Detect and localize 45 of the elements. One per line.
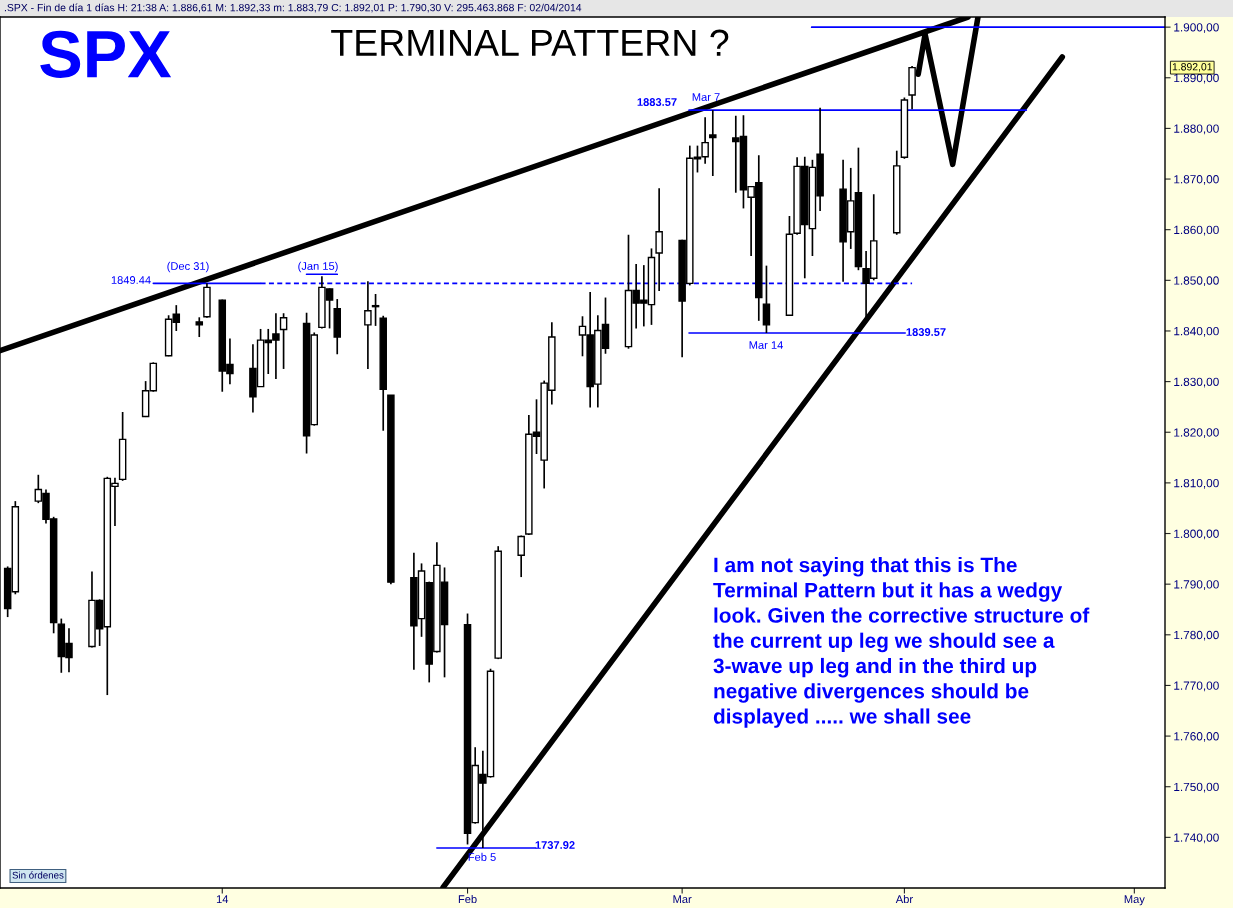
text: 1.892,01 xyxy=(1172,63,1213,72)
annotation: I am not saying that this is The Terminal Pattern but it has a wedgy look. Given the corrective structure of the current up leg we should see a 3-wave up leg and in the third up negative divergences should be displayed ..... we shall see xyxy=(713,557,1090,728)
annotation: Sin órdenes xyxy=(12,871,64,879)
candlestick xyxy=(364,280,372,370)
y-tick-label: 1.820,00 xyxy=(1174,428,1219,439)
y-tick-label: 1.790,00 xyxy=(1174,580,1219,590)
annotation: Mar 7 xyxy=(692,93,720,101)
y-tick-label: 1.780,00 xyxy=(1174,630,1219,641)
annotation: Feb 5 xyxy=(468,852,496,861)
x-tick-label: 14 xyxy=(216,895,229,903)
y-tick-label: 1.890,00 xyxy=(1174,73,1219,84)
y-tick-label: 1.850,00 xyxy=(1174,276,1219,287)
annotation: Mar 14 xyxy=(749,341,783,349)
annotation: 1883.57 xyxy=(637,98,677,106)
annotation: (Jan 15) xyxy=(298,261,338,273)
chart-title: SPX xyxy=(40,30,172,78)
candlestick xyxy=(701,116,709,165)
y-tick-label: 1.830,00 xyxy=(1174,377,1219,388)
y-tick-label: 1.880,00 xyxy=(1174,124,1219,135)
y-tick-label: 1.750,00 xyxy=(1174,782,1219,793)
annotation: 1839.57 xyxy=(906,328,946,336)
y-tick-label: 1.770,00 xyxy=(1174,681,1219,692)
candlestick xyxy=(279,312,288,370)
annotation: 1737.92 xyxy=(535,841,575,849)
y-tick-label: 1.810,00 xyxy=(1174,478,1219,489)
candlestick xyxy=(709,109,717,177)
y-tick-label: 1.760,00 xyxy=(1174,732,1219,742)
y-tick-label: 1.900,00 xyxy=(1174,23,1219,33)
candlestick xyxy=(195,316,204,338)
candlestick xyxy=(655,187,663,292)
annotation: (Dec 31) xyxy=(167,261,209,273)
x-tick-label: Abr xyxy=(895,894,913,904)
candlestick xyxy=(517,534,525,578)
x-tick-label: May xyxy=(1124,895,1145,906)
x-tick-label: Mar xyxy=(673,895,692,904)
y-tick-label: 1.870,00 xyxy=(1174,175,1219,185)
y-tick-label: 1.800,00 xyxy=(1174,529,1219,540)
text: .SPX - Fin de día 1 días H: 21:38 A: 1.886,61 M: 1.892,33 m: 1.883,79 C: 1.892,01 P: 1.790,30 V: 295.463.868 F: 02/04/2014 xyxy=(4,3,582,13)
chart-subtitle: TERMINAL PATTERN ? xyxy=(331,29,729,56)
y-tick-label: 1.840,00 xyxy=(1174,327,1219,337)
x-tick-label: Feb xyxy=(458,894,477,904)
annotation: 1849.44 xyxy=(111,276,151,284)
y-tick-label: 1.860,00 xyxy=(1174,225,1219,236)
candlestick xyxy=(762,264,771,334)
y-tick-label: 1.740,00 xyxy=(1174,833,1219,844)
